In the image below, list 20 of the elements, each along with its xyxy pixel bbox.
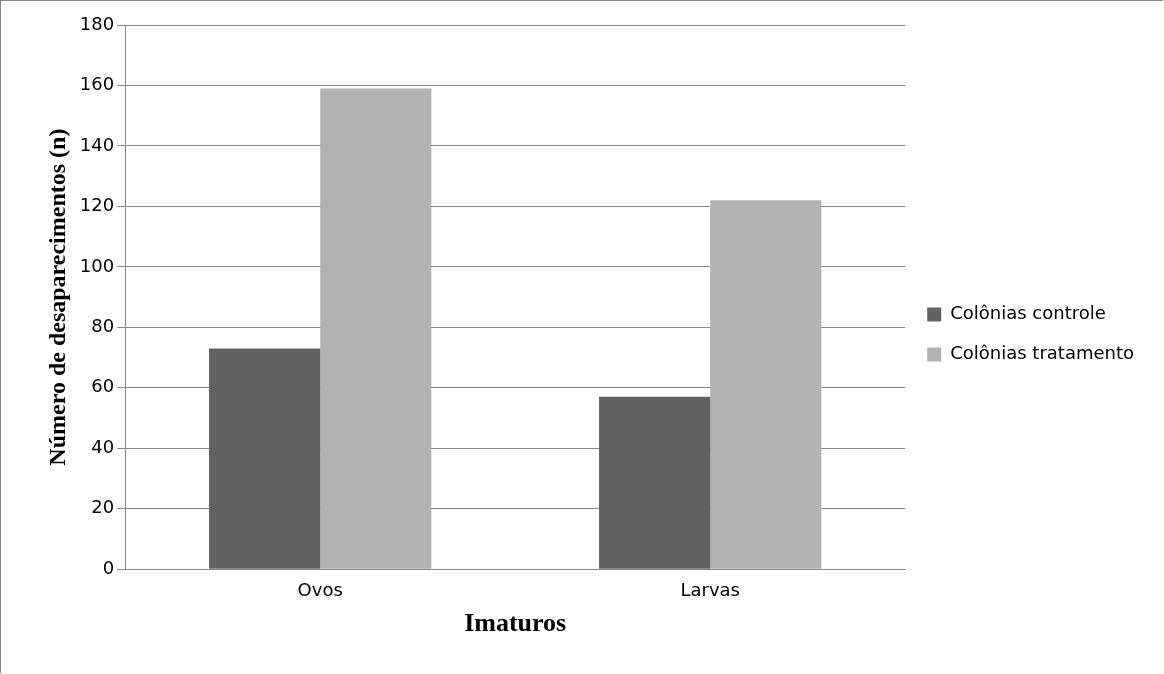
y-tick-label: 60 (91, 375, 115, 397)
bar (320, 88, 432, 569)
x-tick-label: Ovos (297, 578, 343, 600)
bar (209, 348, 321, 569)
y-tick-label: 80 (91, 315, 115, 337)
y-axis-title: Número de desaparecimentos (n) (43, 128, 70, 466)
x-axis-title: Imaturos (464, 608, 567, 638)
y-tick-label: 120 (79, 194, 115, 216)
legend-label: Colônias controle (950, 302, 1106, 324)
y-tick-label: 100 (79, 254, 115, 276)
y-tick-label: 40 (91, 435, 115, 457)
bar (599, 396, 711, 569)
y-tick-label: 20 (91, 496, 115, 518)
bar (710, 200, 822, 569)
y-tick-label: 0 (102, 556, 115, 578)
y-tick-label: 180 (79, 12, 115, 34)
y-tick-label: 140 (79, 133, 115, 155)
legend-label: Colônias tratamento (950, 342, 1134, 364)
y-tick-label: 160 (79, 73, 115, 95)
x-tick-label: Larvas (680, 578, 740, 600)
